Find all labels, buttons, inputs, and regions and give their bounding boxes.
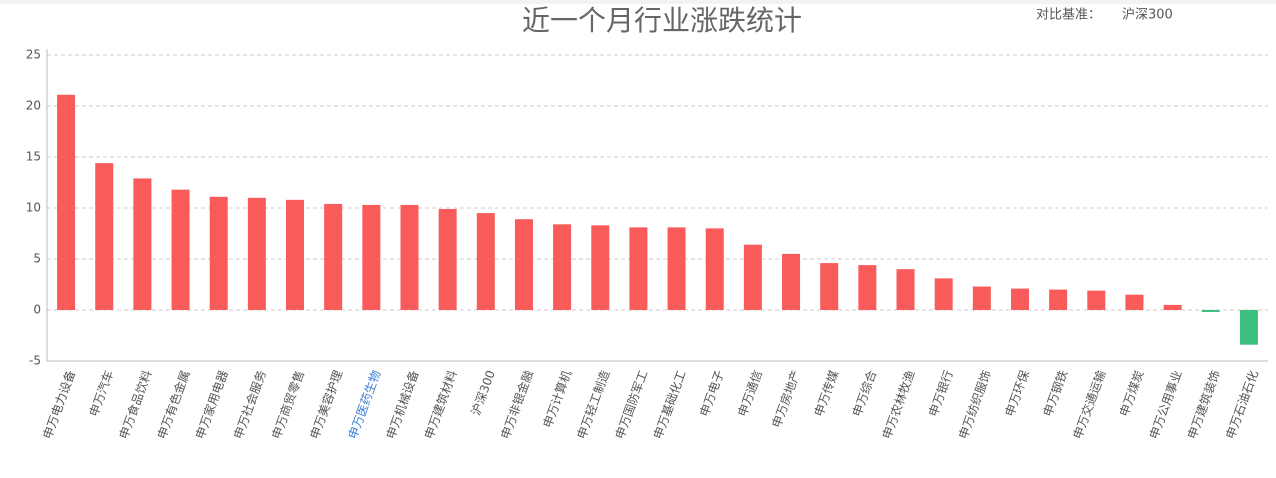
- bar: [705, 228, 724, 310]
- x-tick-label: 申万汽车: [86, 368, 117, 418]
- bar: [858, 265, 877, 310]
- x-tick-label: 申万通信: [735, 368, 765, 418]
- x-tick-label: 申万国防军工: [612, 368, 651, 441]
- bar: [209, 196, 228, 310]
- bar: [591, 225, 610, 310]
- bar: [667, 227, 686, 310]
- x-tick-label: 申万食品饮料: [116, 368, 155, 441]
- bar: [553, 224, 572, 310]
- benchmark: 沪深300: [1122, 7, 1173, 23]
- x-tick-label: 申万电力设备: [40, 368, 78, 440]
- bar: [286, 199, 305, 310]
- x-tick-label: 申万交通运输: [1070, 368, 1109, 441]
- y-tick-label: 15: [26, 150, 41, 164]
- y-tick-label: 25: [26, 48, 41, 62]
- x-tick-label: 申万家用电器: [192, 368, 231, 441]
- x-tick-label: 申万非银金融: [497, 368, 536, 441]
- x-tick-label: 申万钢铁: [1041, 368, 1071, 418]
- x-tick-label: 申万机械设备: [383, 368, 422, 441]
- y-tick-label: 0: [33, 303, 41, 317]
- x-tick-label: 申万电子: [697, 368, 727, 418]
- bar: [171, 189, 190, 310]
- bar: [438, 209, 457, 310]
- bar: [133, 178, 152, 310]
- y-tick-label: 20: [26, 99, 41, 113]
- bar: [1087, 290, 1106, 310]
- x-tick-label: 申万商贸零售: [268, 368, 307, 441]
- bar: [247, 197, 266, 310]
- bar: [1010, 288, 1029, 310]
- y-tick-label: 5: [33, 252, 41, 266]
- bar: [743, 244, 762, 310]
- bar: [1163, 304, 1182, 310]
- y-tick-label: 10: [26, 201, 41, 215]
- bar: [362, 204, 381, 310]
- chart-title: 近一个月行业涨跌统计: [522, 4, 802, 37]
- bar: [95, 163, 114, 310]
- bar: [1125, 294, 1144, 310]
- bar: [972, 286, 991, 310]
- x-tick-label: 申万社会服务: [230, 368, 269, 441]
- bar: [782, 253, 801, 310]
- bar: [1201, 310, 1220, 313]
- bar: [896, 269, 915, 310]
- x-tick-label: 沪深300: [469, 368, 498, 417]
- y-tick-label: -5: [29, 354, 41, 368]
- x-tick-label: 申万建筑材料: [421, 368, 460, 441]
- x-tick-label: 申万纺织服饰: [956, 368, 994, 440]
- x-tick-label: 申万轻工制造: [575, 368, 613, 440]
- bar: [400, 204, 419, 310]
- x-tick-label: 申万建筑装饰: [1184, 368, 1223, 441]
- x-tick-label: 申万公用事业: [1147, 368, 1185, 440]
- x-tick-label: 申万医药生物: [346, 368, 384, 440]
- x-tick-label: 申万煤炭: [1117, 368, 1147, 418]
- x-tick-label: 申万银行: [926, 368, 956, 418]
- top-strip: [0, 0, 1276, 4]
- x-tick-label: 申万石油石化: [1223, 368, 1261, 440]
- x-tick-label: 申万有色金属: [154, 368, 193, 441]
- x-tick-label: 申万计算机: [540, 368, 575, 430]
- x-tick-label: 申万环保: [1003, 368, 1033, 418]
- bar: [476, 213, 495, 310]
- bar: [1239, 310, 1258, 345]
- bar: [324, 203, 343, 310]
- bar: [1049, 289, 1068, 310]
- bar: [514, 219, 533, 310]
- x-tick-label: 申万美容护理: [307, 368, 346, 441]
- bar: [57, 94, 76, 310]
- x-tick-label: 申万房地产: [769, 368, 804, 430]
- x-tick-label: 申万农林牧渔: [880, 368, 918, 440]
- bar: [820, 263, 839, 310]
- benchmark-label: 对比基准：: [1036, 8, 1101, 23]
- x-tick-label: 申万基础化工: [651, 368, 689, 440]
- x-tick-label: 申万传媒: [811, 368, 842, 418]
- x-tick-label: 申万综合: [849, 368, 880, 418]
- bar: [934, 278, 953, 310]
- bar: [629, 227, 648, 310]
